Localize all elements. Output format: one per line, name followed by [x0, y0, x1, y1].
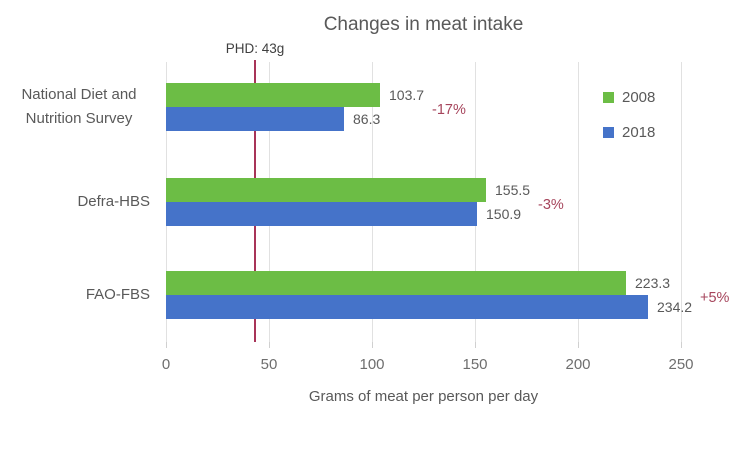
bar-2008 — [166, 271, 626, 295]
value-label: 150.9 — [486, 206, 522, 222]
gridline — [578, 62, 579, 342]
tick-mark — [269, 342, 270, 348]
gridline — [681, 62, 682, 342]
bar-2008 — [166, 83, 380, 107]
tick-label: 100 — [359, 356, 385, 373]
legend-swatch-icon — [603, 126, 614, 138]
legend: 2008 2018 — [603, 88, 655, 158]
bar-2008 — [166, 178, 486, 202]
bar-2018 — [166, 202, 477, 226]
tick-mark — [166, 342, 167, 348]
tick-mark — [475, 342, 476, 348]
category-label: Nutrition Survey — [25, 110, 133, 127]
change-label: -3% — [538, 197, 564, 213]
legend-swatch-icon — [603, 91, 614, 103]
legend-item-2018: 2018 — [603, 123, 655, 141]
legend-item-2008: 2008 — [603, 88, 655, 106]
tick-label: 150 — [462, 356, 488, 373]
reference-line-label: PHD: 43g — [225, 41, 285, 56]
tick-mark — [578, 342, 579, 348]
bar-2018 — [166, 107, 344, 131]
chart-title: Changes in meat intake — [323, 14, 524, 35]
value-label: 223.3 — [635, 275, 671, 291]
category-label: National Diet and — [21, 86, 137, 103]
bar-2018 — [166, 295, 648, 319]
x-axis-title: Grams of meat per person per day — [308, 388, 539, 405]
legend-label: 2018 — [622, 123, 656, 141]
tick-label: 50 — [260, 356, 278, 373]
value-label: 155.5 — [495, 182, 531, 198]
change-label: +5% — [700, 290, 730, 306]
legend-label: 2008 — [622, 88, 656, 106]
tick-label: 0 — [161, 356, 171, 373]
value-label: 86.3 — [353, 111, 381, 127]
tick-label: 200 — [565, 356, 591, 373]
tick-label: 250 — [668, 356, 694, 373]
value-label: 103.7 — [389, 87, 425, 103]
value-label: 234.2 — [657, 299, 693, 315]
category-label: FAO-FBS — [85, 286, 150, 303]
change-label: -17% — [432, 102, 466, 118]
tick-mark — [372, 342, 373, 348]
tick-mark — [681, 342, 682, 348]
category-label: Defra-HBS — [77, 193, 150, 210]
